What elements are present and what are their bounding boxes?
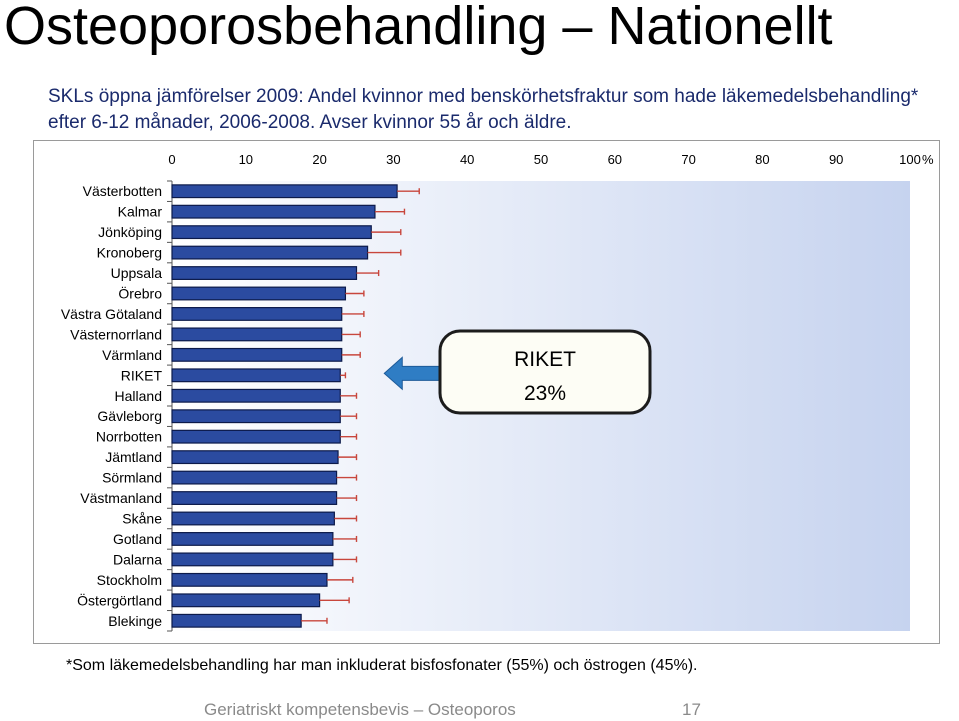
footer-text: Geriatriskt kompetensbevis – Osteoporos [204,700,516,719]
bar [171,532,334,546]
callout-label: RIKET [514,348,576,371]
bar [171,245,369,260]
bar-chart: 0 10 20 30 40 50 60 70 80 90 100 % Västerbotten Kalma… [61,152,934,632]
category-label: Västmanland [80,490,162,506]
x-tick-label: 50 [534,152,548,167]
x-tick-label: 20 [312,152,326,167]
x-tick-label: 70 [681,152,695,167]
category-label: Dalarna [113,551,162,567]
bar [171,450,339,465]
bar [171,552,334,567]
x-tick-label: 40 [460,152,474,167]
bar [171,511,335,526]
bar [171,225,372,240]
callout-value: 23% [524,382,566,405]
category-label: Örebro [118,285,162,302]
bar [171,347,343,362]
bar [171,470,338,485]
page-number: 17 [682,700,701,719]
category-label: Halland [115,388,162,404]
callout-box [438,329,652,415]
x-tick-label: 90 [829,152,843,167]
footnote: *Som läkemedelsbehandling har man inklud… [66,657,698,674]
chart-frame [33,140,940,644]
category-label: Värmland [102,347,162,363]
category-label: Kalmar [118,204,163,220]
x-tick-label: 0 [168,152,175,167]
x-tick-label: 60 [608,152,622,167]
category-label: Jämtland [105,449,162,465]
category-label: Stockholm [97,572,162,588]
slide-title: Osteoporosbehandling – Nationellt [4,0,833,56]
bar [171,368,341,383]
x-tick-label: 30 [386,152,400,167]
category-label: Västra Götaland [61,306,162,322]
bar [171,429,341,444]
bar [171,409,341,424]
category-label: Östergörtland [77,591,162,608]
category-label: Jönköping [98,224,162,240]
bar [171,307,343,321]
category-label: Skåne [122,511,162,527]
category-label: Gotland [113,531,162,547]
category-label: Sörmland [102,470,162,486]
category-label: Norrbotten [96,429,162,445]
category-label: Kronoberg [97,245,162,261]
bar [171,388,341,403]
bar [171,613,302,628]
category-label: Blekinge [108,613,162,629]
bar [171,327,343,342]
bar [171,204,376,219]
bar [171,286,347,301]
bar [171,491,338,505]
slide-subtitle: SKLs öppna jämförelser 2009: Andel kvinn… [48,86,919,133]
bar [171,572,328,587]
x-unit-label: % [922,152,934,167]
bar [171,593,321,608]
category-label: Gävleborg [97,408,162,424]
category-label: Uppsala [111,265,163,281]
bar [171,184,398,199]
x-tick-label: 80 [755,152,769,167]
category-label: RIKET [121,367,163,383]
category-label: Västerbotten [83,183,162,199]
bar [171,266,358,280]
x-tick-label: 10 [239,152,253,167]
category-label: Västernorrland [70,326,162,342]
x-tick-label: 100 [899,152,921,167]
